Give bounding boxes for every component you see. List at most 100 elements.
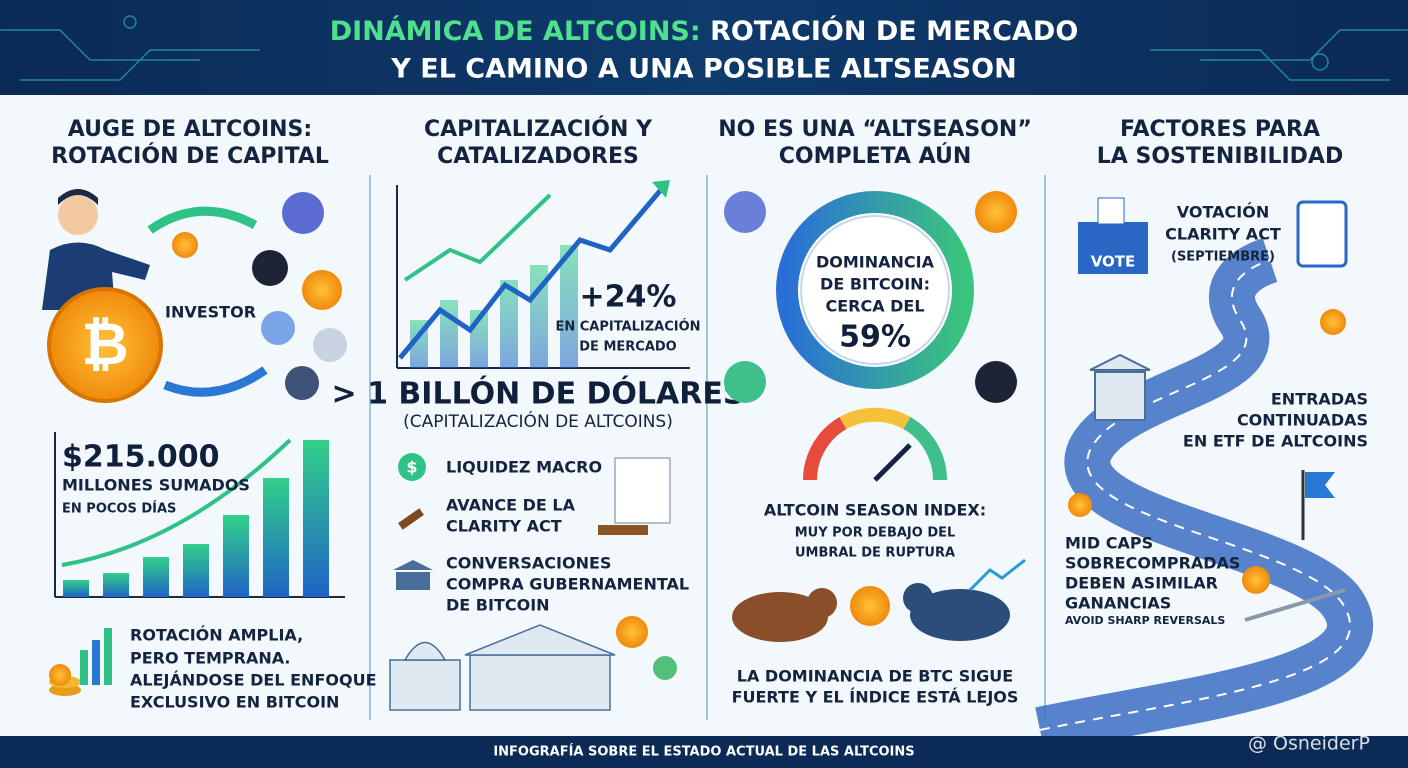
section-title: FACTORES PARA <box>1120 117 1320 142</box>
market-cap-chart-part-part <box>560 245 578 368</box>
stat-value: $215.000 <box>62 440 220 475</box>
bear-bull-part <box>910 589 1010 641</box>
midcaps-text: GANANCIAS <box>1065 594 1171 613</box>
section-title: AUGE DE ALTCOINS: <box>68 117 312 142</box>
season-gauge-part <box>803 416 847 481</box>
watermark: @ OsneiderP <box>1248 733 1370 755</box>
catalyst-icons-part <box>398 508 424 530</box>
road-illustration-part <box>1068 493 1092 517</box>
market-cap-chart-part <box>403 193 552 282</box>
road-illustration <box>1035 197 1373 753</box>
index-title: ALTCOIN SEASON INDEX: <box>764 501 986 520</box>
investor-illustration-part <box>147 206 258 234</box>
header-band <box>0 0 1408 95</box>
catalyst-icons-part <box>598 525 648 535</box>
road-illustration-part <box>1305 472 1335 498</box>
government-buildings-part <box>464 624 616 656</box>
dominance-ring-part <box>975 361 1017 403</box>
dominance-ring-part <box>724 191 766 233</box>
government-buildings-part <box>653 656 677 680</box>
bear-bull <box>732 558 1026 642</box>
catalyst-text: CLARITY ACT <box>446 517 562 536</box>
investor-illustration-part <box>285 366 319 400</box>
investor-illustration-part <box>172 232 198 258</box>
growth-text: EN CAPITALIZACIÓN <box>555 319 700 335</box>
section-title: LA SOSTENIBILIDAD <box>1097 144 1343 169</box>
section-title: CAPITALIZACIÓN Y <box>424 116 653 142</box>
market-cap-chart <box>396 180 690 369</box>
section-title: COMPLETA AÚN <box>779 143 972 169</box>
growth-bars <box>54 432 345 598</box>
title-highlight: DINÁMICA DE ALTCOINS: <box>330 15 701 47</box>
main-title-line2: Y EL CAMINO A UNA POSIBLE ALTSEASON <box>390 54 1016 85</box>
investor-illustration-part <box>163 366 268 397</box>
conclusion-text: FUERTE Y EL ÍNDICE ESTÁ LEJOS <box>732 688 1019 707</box>
growth-bars-part <box>63 580 89 597</box>
circuit-decoration-part <box>123 15 137 29</box>
dominance-ring-part <box>800 215 950 365</box>
index-text: UMBRAL DE RUPTURA <box>795 546 955 561</box>
season-gauge-part <box>839 407 911 430</box>
catalyst-icons-part <box>614 457 671 524</box>
conclusion-text: LA DOMINANCIA DE BTC SIGUE <box>737 667 1013 686</box>
investor-illustration-part <box>252 250 288 286</box>
investor-illustration-part <box>282 192 324 234</box>
dominance-text: DE BITCOIN: <box>820 275 930 294</box>
dominance-ring <box>724 191 1017 403</box>
dominance-ring-part <box>776 191 974 389</box>
road-illustration-part <box>1035 238 1373 753</box>
government-buildings-part <box>389 659 461 711</box>
coins-icon-part <box>80 650 88 685</box>
etf-text: ENTRADAS <box>1271 390 1368 409</box>
growth-bars-part <box>143 557 169 597</box>
footer-caption: INFOGRAFÍA SOBRE EL ESTADO ACTUAL DE LAS… <box>493 744 914 760</box>
growth-bars-part <box>303 440 329 597</box>
market-cap-chart-part <box>652 180 670 198</box>
circuit-decoration <box>0 15 1408 81</box>
etf-text: EN ETF DE ALTCOINS <box>1183 432 1368 451</box>
investor-illustration-part <box>261 311 295 345</box>
government-buildings-part <box>616 616 648 648</box>
dominance-value: 59% <box>839 320 911 355</box>
growth-bars-part <box>103 573 129 597</box>
catalyst-icons-part <box>393 560 433 590</box>
investor-label: INVESTOR <box>165 303 256 322</box>
footer-band <box>0 736 1408 768</box>
vote-text: (SEPTIEMBRE) <box>1171 250 1275 265</box>
section-title: ROTACIÓN DE CAPITAL <box>51 143 329 169</box>
season-gauge-part <box>903 416 947 481</box>
note-text: ALEJÁNDOSE DEL ENFOQUE <box>130 671 377 690</box>
dominance-text: DOMINANCIA <box>816 253 935 272</box>
etf-text: CONTINUADAS <box>1237 411 1368 430</box>
growth-bars-part <box>61 438 292 567</box>
coins-icon-part <box>49 664 71 686</box>
road-illustration-part <box>1097 197 1125 225</box>
investor-illustration-part <box>302 270 342 310</box>
growth-bars-part <box>183 544 209 597</box>
total-text: (CAPITALIZACIÓN DE ALTCOINS) <box>403 410 673 432</box>
investor-illustration-part: ₿ <box>81 310 128 378</box>
road-illustration-part <box>1089 353 1151 421</box>
midcaps-text: MID CAPS <box>1065 534 1153 553</box>
title-rest: ROTACIÓN DE MERCADO <box>710 15 1078 47</box>
catalyst-text: DE BITCOIN <box>446 596 550 615</box>
dominance-ring-part <box>975 191 1017 233</box>
growth-value: +24% <box>580 280 677 315</box>
growth-bars-part <box>223 515 249 597</box>
catalyst-text: AVANCE DE LA <box>446 496 576 515</box>
road-illustration-part <box>1242 566 1270 594</box>
main-title: DINÁMICA DE ALTCOINS: ROTACIÓN DE MERCAD… <box>330 15 1079 47</box>
dominance-text: CERCA DEL <box>825 297 924 316</box>
government-buildings-part <box>403 641 447 661</box>
midcaps-note: AVOID SHARP REVERSALS <box>1065 614 1225 627</box>
circuit-decoration-part <box>1150 49 1390 81</box>
catalyst-icons-part: $ <box>406 458 417 477</box>
index-text: MUY POR DEBAJO DEL <box>795 526 956 541</box>
investor-illustration-part <box>313 328 347 362</box>
stat-text: EN POCOS DÍAS <box>62 501 176 517</box>
bear-bull-part <box>850 586 890 626</box>
investor-illustration-part <box>47 287 163 403</box>
road-illustration-part <box>1244 588 1346 622</box>
growth-bars-part <box>263 478 289 597</box>
